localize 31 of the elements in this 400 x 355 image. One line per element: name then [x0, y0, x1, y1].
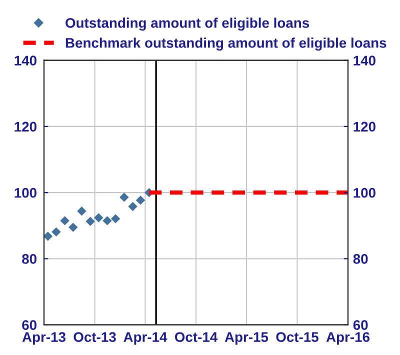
y2-tick-label: 120 — [354, 122, 376, 132]
point — [60, 216, 70, 226]
point — [52, 227, 61, 237]
point — [68, 222, 78, 232]
x-tick-label: Oct-14 — [174, 332, 218, 342]
point — [86, 216, 95, 226]
legend-label: Benchmark outstanding amount of eligible loans — [66, 38, 386, 51]
y-tick-label: 60 — [22, 320, 36, 330]
x-tick-label: Apr-13 — [22, 332, 66, 345]
x-tick-label: Oct-15 — [276, 332, 318, 342]
point — [102, 216, 112, 226]
y2-tick-label: 60 — [353, 320, 368, 330]
point — [120, 192, 129, 202]
point — [136, 196, 146, 205]
point — [94, 213, 104, 222]
point — [77, 206, 86, 216]
y2-tick-label: 100 — [354, 188, 376, 198]
y2-tick-label: 140 — [354, 56, 376, 66]
point — [110, 214, 120, 224]
x-tick-label: Apr-14 — [124, 332, 168, 345]
y-tick-label: 140 — [14, 56, 36, 66]
legend-label: Outstanding amount of eligible loans — [66, 18, 310, 31]
point — [44, 232, 52, 241]
point — [128, 202, 138, 212]
y-tick-label: 80 — [22, 254, 36, 264]
x-tick-label: Apr-16 — [326, 332, 370, 345]
y-tick-label: 100 — [14, 188, 36, 198]
y-tick-label: 120 — [14, 122, 36, 132]
x-tick-label: Oct-13 — [74, 332, 116, 342]
x-tick-label: Apr-15 — [224, 332, 268, 345]
y2-tick-label: 80 — [353, 254, 368, 264]
